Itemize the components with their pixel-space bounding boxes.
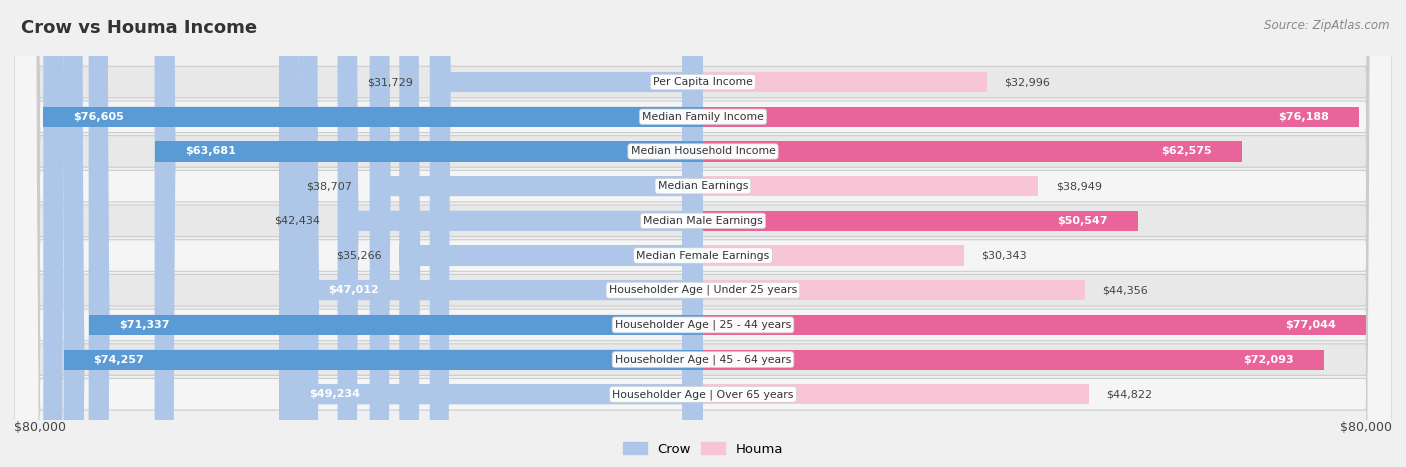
Bar (155, 142, 703, 162)
Bar (370, 176, 703, 196)
Bar (703, 384, 1090, 404)
Bar (703, 142, 1241, 162)
Bar (63, 349, 703, 370)
Text: Householder Age | Under 25 years: Householder Age | Under 25 years (609, 285, 797, 296)
Bar (703, 72, 987, 92)
Text: $74,257: $74,257 (94, 354, 145, 365)
Text: $76,605: $76,605 (73, 112, 124, 122)
FancyBboxPatch shape (14, 0, 1392, 467)
Bar (399, 246, 703, 266)
Text: Median Family Income: Median Family Income (643, 112, 763, 122)
FancyBboxPatch shape (44, 0, 703, 467)
Bar (298, 280, 703, 300)
Bar (703, 106, 1360, 127)
Text: Householder Age | Over 65 years: Householder Age | Over 65 years (612, 389, 794, 400)
Bar (337, 211, 703, 231)
Text: $76,188: $76,188 (1278, 112, 1329, 122)
FancyBboxPatch shape (337, 0, 703, 467)
Bar (703, 315, 1367, 335)
Text: $49,234: $49,234 (309, 389, 360, 399)
Legend: Crow, Houma: Crow, Houma (617, 437, 789, 461)
Bar (703, 211, 1139, 231)
Text: Householder Age | 25 - 44 years: Householder Age | 25 - 44 years (614, 319, 792, 330)
Bar (703, 211, 1139, 231)
Text: $71,337: $71,337 (118, 320, 169, 330)
Bar (703, 246, 965, 266)
Text: Householder Age | 45 - 64 years: Householder Age | 45 - 64 years (614, 354, 792, 365)
Bar (703, 280, 1085, 300)
Text: $35,266: $35,266 (336, 250, 382, 261)
FancyBboxPatch shape (14, 0, 1392, 467)
FancyBboxPatch shape (14, 0, 1392, 467)
Text: $77,044: $77,044 (1285, 320, 1336, 330)
Text: Median Male Earnings: Median Male Earnings (643, 216, 763, 226)
FancyBboxPatch shape (14, 0, 1392, 467)
FancyBboxPatch shape (430, 0, 703, 467)
FancyBboxPatch shape (14, 0, 1392, 467)
Bar (703, 349, 1324, 370)
Text: $38,707: $38,707 (307, 181, 353, 191)
Bar (703, 142, 1241, 162)
Text: Median Household Income: Median Household Income (630, 147, 776, 156)
Bar (430, 72, 703, 92)
Text: $80,000: $80,000 (1340, 421, 1392, 434)
Bar (703, 106, 1360, 127)
Bar (703, 384, 1090, 404)
FancyBboxPatch shape (89, 0, 703, 467)
FancyBboxPatch shape (14, 0, 1392, 467)
Text: $38,949: $38,949 (1056, 181, 1102, 191)
FancyBboxPatch shape (14, 0, 1392, 467)
Text: $42,434: $42,434 (274, 216, 321, 226)
Bar (89, 315, 703, 335)
Bar (155, 142, 703, 162)
Text: $80,000: $80,000 (14, 421, 66, 434)
Text: Median Female Earnings: Median Female Earnings (637, 250, 769, 261)
FancyBboxPatch shape (298, 0, 703, 467)
Bar (44, 106, 703, 127)
FancyBboxPatch shape (370, 0, 703, 467)
Text: $44,356: $44,356 (1102, 285, 1147, 295)
Text: $72,093: $72,093 (1243, 354, 1294, 365)
Bar (703, 176, 1039, 196)
Text: $30,343: $30,343 (981, 250, 1028, 261)
Text: Source: ZipAtlas.com: Source: ZipAtlas.com (1264, 19, 1389, 32)
FancyBboxPatch shape (155, 0, 703, 467)
Bar (703, 246, 965, 266)
Text: Per Capita Income: Per Capita Income (652, 77, 754, 87)
FancyBboxPatch shape (399, 0, 703, 467)
Bar (703, 315, 1367, 335)
Text: $50,547: $50,547 (1057, 216, 1108, 226)
FancyBboxPatch shape (14, 0, 1392, 467)
FancyBboxPatch shape (14, 0, 1392, 467)
Text: $44,822: $44,822 (1107, 389, 1153, 399)
Text: Median Earnings: Median Earnings (658, 181, 748, 191)
FancyBboxPatch shape (14, 0, 1392, 467)
Bar (63, 349, 703, 370)
Bar (278, 384, 703, 404)
Text: $31,729: $31,729 (367, 77, 412, 87)
Bar (703, 176, 1039, 196)
Text: Crow vs Houma Income: Crow vs Houma Income (21, 19, 257, 37)
Bar (337, 211, 703, 231)
FancyBboxPatch shape (63, 0, 703, 467)
Text: $47,012: $47,012 (328, 285, 380, 295)
Bar (370, 176, 703, 196)
Bar (89, 315, 703, 335)
Bar (44, 106, 703, 127)
Text: $63,681: $63,681 (184, 147, 236, 156)
Bar (703, 349, 1324, 370)
Text: $32,996: $32,996 (1004, 77, 1050, 87)
Bar (703, 280, 1085, 300)
Text: $62,575: $62,575 (1161, 147, 1212, 156)
Bar (298, 280, 703, 300)
Bar (399, 246, 703, 266)
FancyBboxPatch shape (278, 0, 703, 467)
Bar (703, 72, 987, 92)
Bar (430, 72, 703, 92)
Bar (278, 384, 703, 404)
